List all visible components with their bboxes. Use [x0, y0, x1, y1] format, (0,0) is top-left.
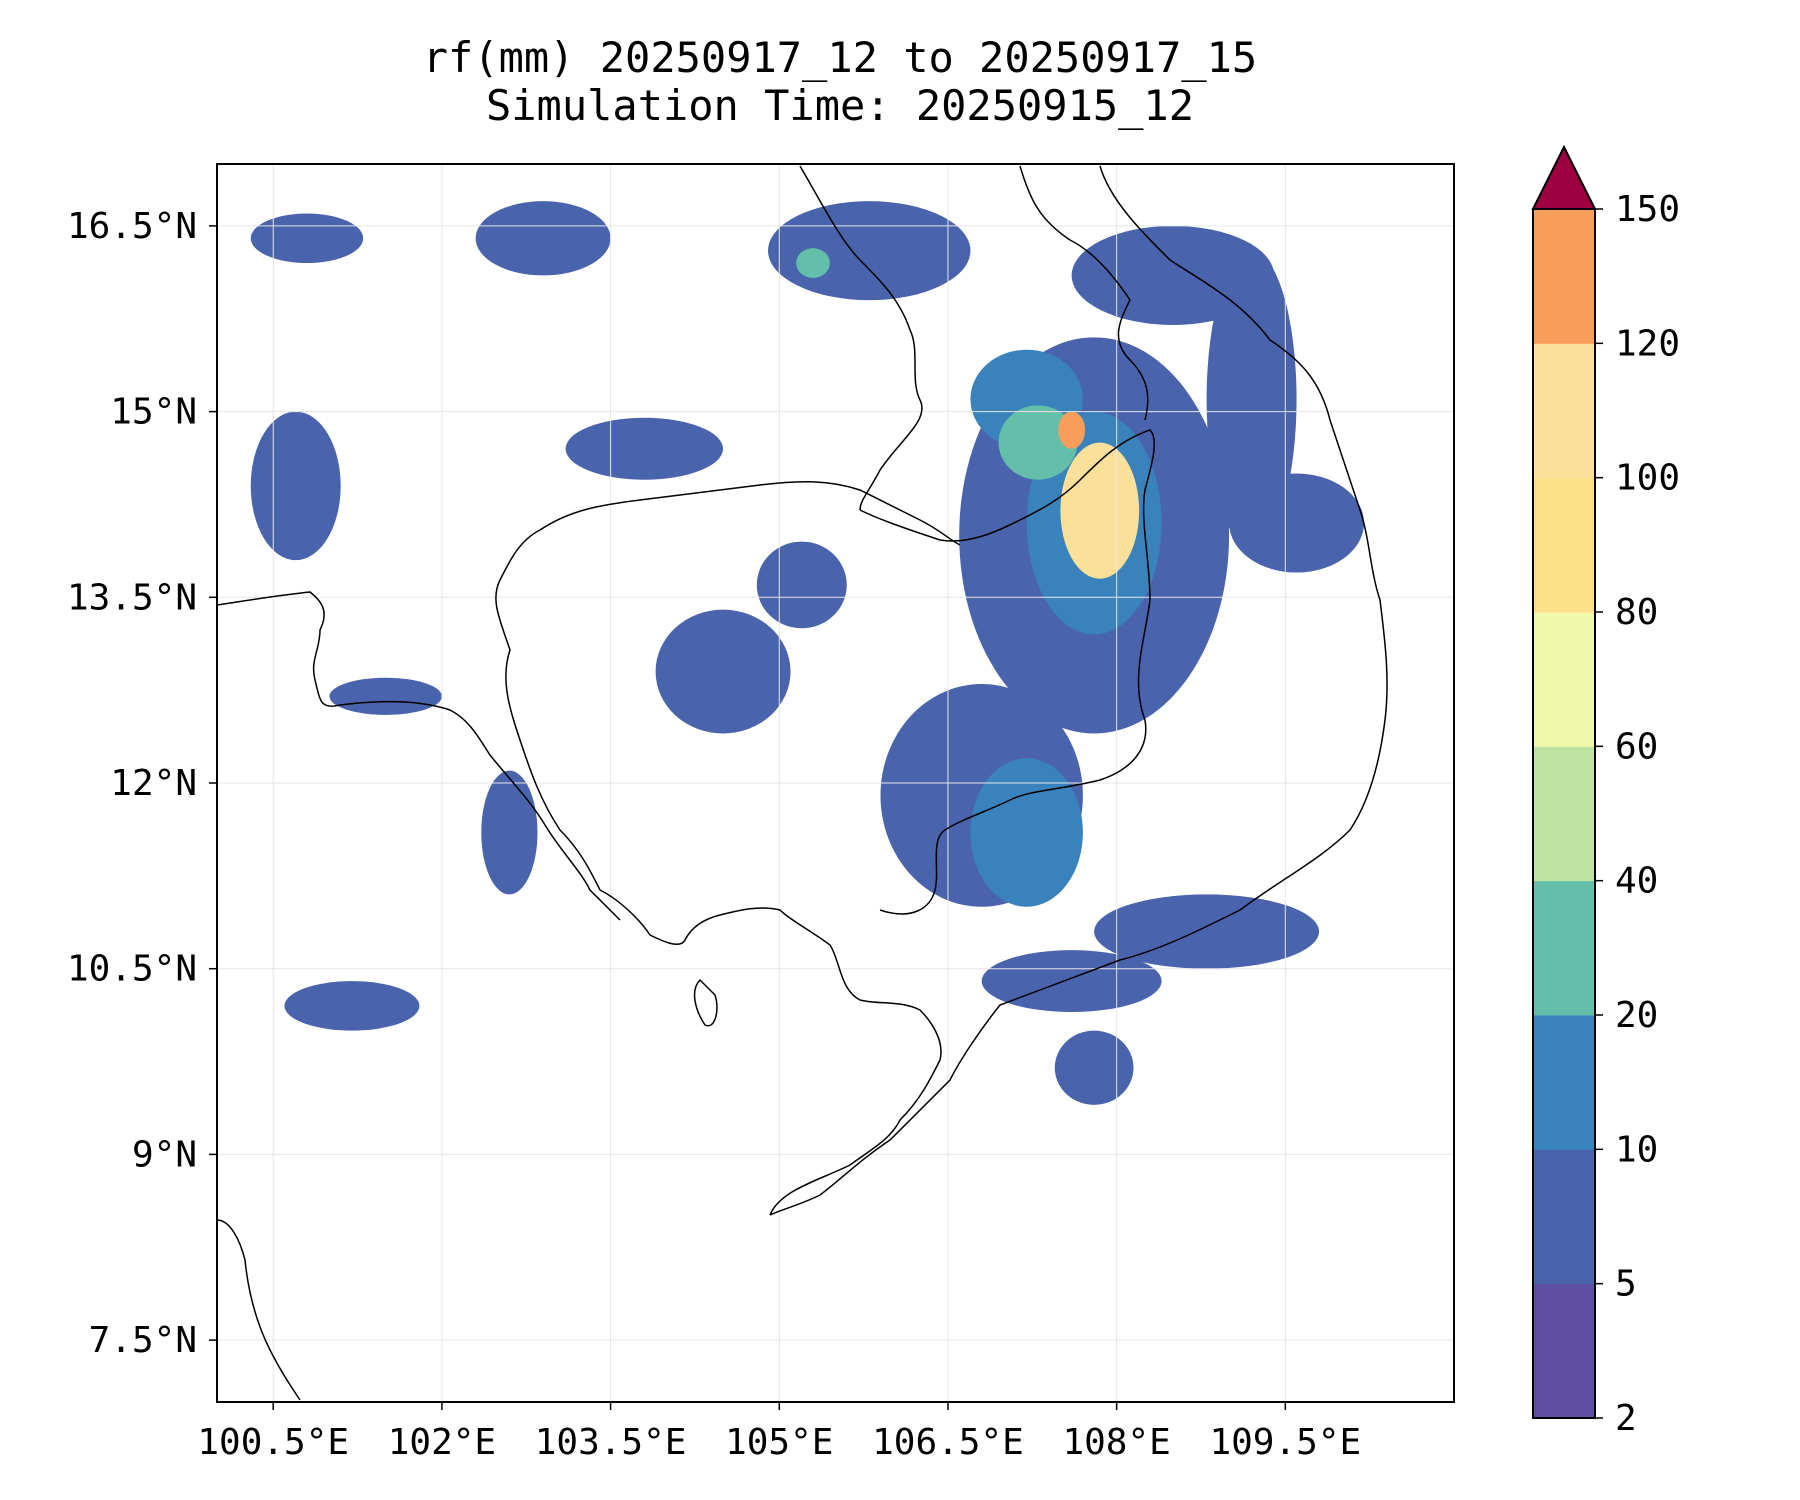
- coastline-west: [217, 591, 621, 921]
- lon-tick-label: 103.5°E: [535, 1422, 687, 1463]
- lat-tick-label: 15°N: [110, 392, 197, 433]
- title-line-2: Simulation Time: 20250915_12: [485, 81, 1194, 130]
- border-laos-vietnam: [799, 165, 923, 511]
- lat-tick-label: 9°N: [132, 1134, 197, 1175]
- lat-tick-label: 12°N: [110, 763, 197, 804]
- colorbar-segment: [1533, 1015, 1595, 1150]
- colorbar-tick-label: 150: [1615, 189, 1680, 230]
- coastlines-borders: [217, 165, 1388, 1401]
- colorbar-tick-label: 5: [1615, 1264, 1637, 1305]
- lat-tick-label: 16.5°N: [67, 206, 197, 247]
- colorbar-segment: [1533, 612, 1595, 747]
- lat-tick-label: 10.5°N: [67, 949, 197, 990]
- figure-title: rf(mm) 20250917_12 to 20250917_15 Simula…: [160, 34, 1520, 130]
- rain-cell: [250, 411, 341, 561]
- rain-cell: [284, 981, 420, 1031]
- lon-tick-label: 105°E: [725, 1422, 833, 1463]
- rain-cell: [970, 758, 1083, 907]
- longitude-ticks: 100.5°E 102°E 103.5°E 105°E 106.5°E 108°E 109.…: [197, 1402, 1361, 1463]
- colorbar-frame: [1532, 208, 1596, 1419]
- border-north: [1019, 165, 1149, 421]
- title-line-1: rf(mm) 20250917_12 to 20250917_15: [422, 33, 1258, 82]
- rain-cell: [1058, 411, 1086, 449]
- colorbar-segment: [1533, 746, 1595, 882]
- colorbar: 2 5 10 20 40 60 80 100 120 150: [1531, 144, 1680, 1439]
- colorbar-tick-label: 10: [1615, 1129, 1658, 1170]
- coastline-gulf: [495, 481, 961, 936]
- colorbar-tick-label: 2: [1615, 1398, 1637, 1439]
- rain-cell: [1206, 250, 1297, 548]
- colorbar-segment: [1533, 1149, 1595, 1285]
- rain-cell: [998, 405, 1078, 480]
- rain-cell: [481, 770, 538, 895]
- island-phu-quoc: [693, 978, 718, 1027]
- colorbar-segment: [1533, 1283, 1595, 1419]
- lon-tick-label: 102°E: [388, 1422, 496, 1463]
- colorbar-tick-label: 100: [1615, 458, 1680, 499]
- rain-cell: [655, 609, 791, 734]
- rain-cell: [981, 950, 1162, 1013]
- lon-tick-label: 100.5°E: [197, 1422, 349, 1463]
- rain-cell: [1060, 442, 1140, 579]
- colorbar-tick-label: 40: [1615, 861, 1658, 902]
- coastline-east: [769, 165, 1388, 1216]
- rain-cell: [1229, 473, 1365, 573]
- colorbar-tick-label: 60: [1615, 726, 1658, 767]
- colorbar-tick-label: 20: [1615, 995, 1658, 1036]
- rain-cell: [768, 201, 971, 301]
- lon-tick-label: 109.5°E: [1209, 1422, 1361, 1463]
- map-area: [216, 163, 1455, 1403]
- rain-cell: [756, 541, 847, 629]
- colorbar-tick-label: 80: [1615, 592, 1658, 633]
- coastline-delta: [649, 907, 942, 1216]
- colorbar-extend-arrow: [1531, 144, 1597, 210]
- rain-cell: [250, 213, 364, 264]
- lon-tick-label: 108°E: [1062, 1422, 1170, 1463]
- colorbar-segment: [1533, 209, 1595, 344]
- latitude-ticks: 7.5°N 9°N 10.5°N 12°N 13.5°N 15°N 16.5°N: [67, 206, 217, 1361]
- coastline-malay: [217, 1219, 301, 1401]
- rain-cell: [329, 677, 442, 715]
- rainfall-contours: [250, 201, 1365, 1105]
- rain-cell: [565, 417, 724, 480]
- border-thai-cambodia: [859, 429, 1156, 915]
- rain-cell: [475, 201, 611, 276]
- rain-cell: [1054, 1030, 1134, 1105]
- rain-cell: [796, 248, 830, 278]
- colorbar-segment: [1533, 477, 1595, 613]
- lat-tick-label: 7.5°N: [89, 1320, 197, 1361]
- colorbar-segment: [1533, 880, 1595, 1016]
- colorbar-tick-label: 120: [1615, 323, 1680, 364]
- lon-tick-label: 106.5°E: [872, 1422, 1024, 1463]
- lat-tick-label: 13.5°N: [67, 577, 197, 618]
- colorbar-segment: [1533, 343, 1595, 479]
